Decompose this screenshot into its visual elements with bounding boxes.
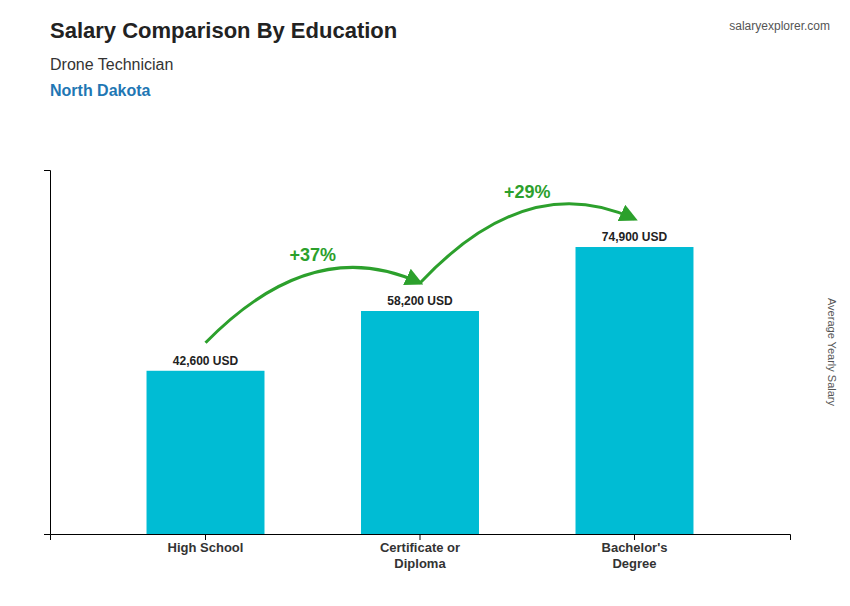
- bars: [147, 247, 694, 534]
- y-axis-line: [44, 171, 51, 535]
- y-axis: [44, 171, 51, 535]
- value-label: 58,200 USD: [387, 294, 453, 308]
- bar: [147, 371, 265, 534]
- x-tick-label-line: High School: [168, 540, 244, 555]
- x-axis-line: [51, 535, 791, 541]
- subtitle: Drone Technician: [50, 56, 173, 73]
- brand: salaryexplorer.com: [729, 19, 830, 33]
- subtitle: North Dakota: [50, 82, 151, 99]
- x-tick-label-line: Bachelor's: [602, 540, 668, 555]
- x-tick: Certificate orDiploma: [380, 534, 460, 571]
- value-label: 74,900 USD: [602, 230, 668, 244]
- x-tick-label: Certificate orDiploma: [380, 540, 460, 571]
- x-tick-label-line: Degree: [612, 556, 656, 571]
- chart: Salary Comparison By Education Drone Tech…: [0, 0, 850, 606]
- growth-arrow: [420, 204, 634, 283]
- growth-arrow: [206, 267, 420, 342]
- growth-label: +37%: [289, 245, 336, 265]
- x-tick-label: Bachelor'sDegree: [602, 540, 668, 571]
- x-axis: High School Certificate orDiploma Bachelor…: [51, 534, 791, 571]
- bar: [361, 311, 479, 534]
- x-tick-mark: [634, 534, 635, 540]
- x-tick-label: High School: [168, 540, 244, 555]
- value-labels: 42,600 USD 58,200 USD 74,900 USD: [173, 230, 668, 368]
- x-tick-label-line: Diploma: [394, 556, 446, 571]
- x-tick-mark: [205, 534, 206, 540]
- y-label: Average Yearly Salary: [826, 298, 838, 407]
- plot: High School Certificate orDiploma Bachelor…: [44, 171, 791, 571]
- value-label: 42,600 USD: [173, 354, 239, 368]
- title: Salary Comparison By Education: [50, 18, 397, 43]
- x-tick: High School: [168, 534, 244, 555]
- x-tick: Bachelor'sDegree: [602, 534, 668, 571]
- bar: [576, 247, 694, 534]
- annotations: +37% +29%: [206, 182, 635, 343]
- x-tick-mark: [420, 534, 421, 540]
- x-tick-label-line: Certificate or: [380, 540, 460, 555]
- growth-label: +29%: [504, 182, 551, 202]
